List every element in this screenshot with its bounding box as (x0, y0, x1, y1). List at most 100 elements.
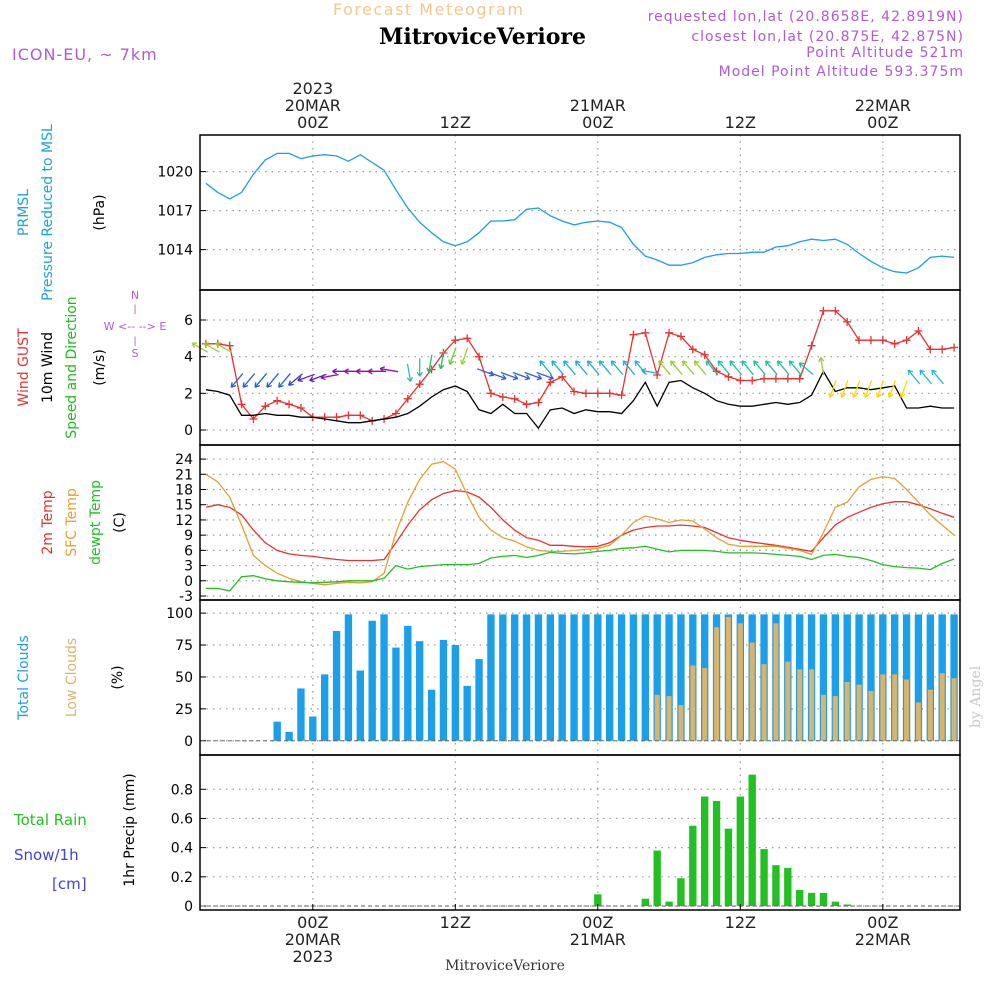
panel-label: Pressure Reduced to MSL (40, 124, 56, 301)
bar-low-clouds (820, 694, 826, 741)
gust-marker (225, 341, 234, 350)
compass-north: N (131, 289, 139, 302)
gust-marker (403, 394, 412, 403)
bar-total-clouds (665, 614, 673, 741)
bar-low-clouds (785, 661, 791, 741)
bar-total-clouds (629, 614, 638, 741)
y-tick-label-temperature: -3 (179, 589, 193, 605)
y-tick-label-precip: 0.4 (171, 841, 193, 857)
wind-direction-arrow (670, 360, 683, 376)
wind-direction-arrow (242, 373, 256, 388)
y-tick-label-wind: 2 (184, 386, 193, 402)
panel-label: dewpt Temp (88, 480, 104, 565)
bar-total-clouds (558, 614, 566, 741)
bar-total-clouds (594, 614, 602, 741)
wind-direction-arrow (899, 380, 908, 398)
gust-marker (878, 336, 887, 345)
x-tick-label-bottom: 12Z (440, 913, 471, 932)
bar-total-rain (796, 889, 804, 906)
wind-direction-arrow (539, 360, 553, 376)
wind-direction-arrow (693, 360, 707, 376)
bar-low-clouds (737, 623, 743, 741)
bar-low-clouds (892, 674, 898, 741)
bar-total-rain (689, 825, 697, 906)
x-tick-label-bottom: 12Z (725, 913, 756, 932)
bar-total-clouds (855, 614, 863, 741)
bar-total-rain (736, 796, 744, 906)
panel-precip (199, 754, 961, 911)
panel-label: 1hr Precip (mm) (122, 773, 138, 886)
wind-direction-arrow (765, 360, 778, 376)
wind-direction-arrow (788, 360, 802, 376)
gust-marker (819, 306, 828, 315)
y-tick-label-precip: 0.2 (171, 870, 193, 886)
y-tick-label-clouds: 75 (175, 638, 193, 654)
panel-label: 10m Wind (40, 332, 56, 403)
y-tick-label-clouds: 0 (184, 734, 193, 750)
series-sfc-temp (205, 460, 955, 586)
y-tick-label-precip: 0 (184, 899, 193, 915)
bar-total-clouds (273, 721, 281, 741)
wind-direction-arrow (875, 380, 885, 398)
gust-marker (843, 317, 852, 326)
wind-direction-arrow (828, 380, 837, 398)
wind-direction-arrow (658, 360, 671, 376)
x-tick-label-top: 12Z (725, 113, 756, 132)
x-tick-label-bottom: 22MAR (855, 930, 911, 949)
point-altitude: Point Altitude 521m (806, 45, 964, 61)
bar-low-clouds (654, 694, 660, 741)
gust-marker (498, 393, 507, 401)
panel-label: SFC Temp (64, 488, 80, 557)
location-title: MitroviceVeriore (379, 24, 586, 50)
wind-direction-arrow (254, 373, 268, 388)
bar-total-clouds (914, 614, 923, 741)
bar-total-rain (665, 901, 673, 906)
x-tick-label-top: 00Z (582, 113, 613, 132)
wind-direction-arrow (729, 360, 743, 376)
panel-temperature (199, 444, 961, 601)
compass-south: S (132, 347, 139, 360)
y-tick-label-pressure: 1014 (157, 243, 193, 259)
gust-marker (926, 345, 935, 354)
wind-direction-arrow (500, 371, 519, 381)
gust-marker (296, 404, 305, 412)
legend-snow-unit: [cm] (52, 875, 87, 893)
panel-label: Speed and Direction (64, 296, 80, 438)
panel-label: Total Clouds (16, 635, 32, 720)
closest-coordinates: closest lon,lat (20.875E, 42.875N) (691, 29, 964, 45)
bar-total-rain (784, 868, 792, 906)
bar-total-rain (653, 850, 661, 906)
gust-marker (902, 336, 911, 345)
wind-direction-arrow (851, 380, 861, 398)
x-tick-label-top: 00Z (867, 113, 898, 132)
wind-direction-arrow (416, 358, 423, 377)
gust-marker (783, 374, 792, 383)
panel-wind (191, 289, 961, 446)
y-tick-label-wind: 4 (184, 350, 193, 366)
bar-low-clouds (844, 682, 850, 741)
gust-marker (855, 336, 864, 345)
wind-direction-arrow (863, 380, 873, 398)
bar-low-clouds (714, 627, 720, 741)
model-altitude: Model Point Altitude 593.375m (718, 64, 964, 80)
compass-bar: | (133, 304, 136, 315)
x-tick-label-bottom: 00Z (582, 913, 613, 932)
wind-direction-arrow (524, 371, 543, 381)
series-wind-gust (205, 310, 955, 422)
bar-total-clouds (570, 614, 578, 741)
bar-low-clouds (725, 616, 731, 741)
gust-marker (688, 345, 697, 354)
bar-low-clouds (702, 668, 708, 741)
gust-marker (285, 400, 294, 409)
gust-marker (534, 398, 543, 407)
wind-direction-arrow (717, 360, 731, 376)
credit-watermark: by Angel (968, 665, 984, 728)
series-dewpt-temp (205, 545, 955, 592)
bar-total-clouds (332, 630, 341, 741)
wind-direction-arrow (907, 369, 921, 385)
x-tick-label-bottom: 00Z (297, 913, 328, 932)
y-tick-label-temperature: 3 (184, 559, 193, 575)
gust-marker (570, 387, 579, 396)
gust-marker (261, 402, 270, 411)
